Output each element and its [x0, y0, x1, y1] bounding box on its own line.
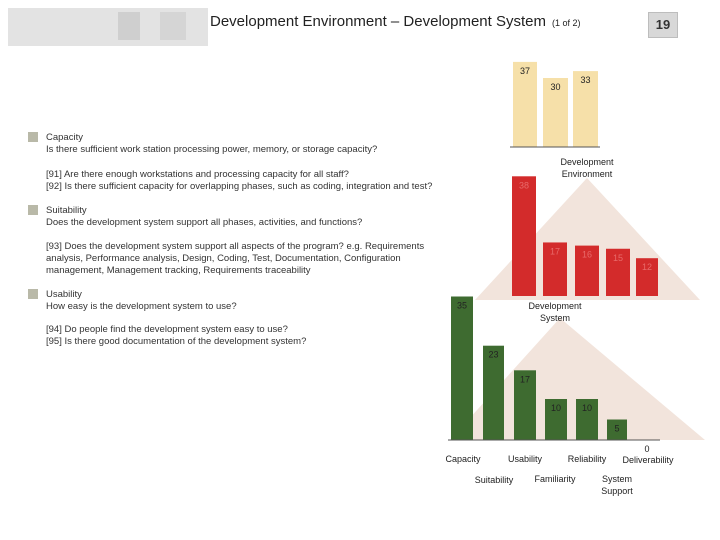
bullet-icon — [28, 205, 38, 215]
category-label: Capacity — [445, 454, 481, 464]
question-block: [93] Does the development system support… — [46, 241, 424, 277]
group-label-environment: Environment — [562, 169, 613, 179]
section-usability: Usability How easy is the development sy… — [28, 289, 448, 313]
bar-value-label: 23 — [488, 350, 498, 360]
group-label-environment: Development — [560, 157, 614, 167]
bar-environment — [513, 61, 537, 147]
bar-value-label: 17 — [550, 246, 560, 256]
bar-attribute — [576, 399, 598, 440]
bar-attribute — [514, 370, 536, 440]
section-heading: Suitability — [46, 205, 87, 216]
question-item: [93] Does the development system support… — [46, 241, 425, 252]
bar-value-label: 5 — [614, 424, 619, 434]
category-label: Usability — [508, 454, 543, 464]
bar-value-label: 33 — [580, 75, 590, 85]
bar-environment — [543, 78, 568, 147]
section-heading: Usability — [46, 289, 82, 300]
bar-attribute — [483, 345, 504, 440]
group-label-system: Development — [528, 301, 582, 311]
bar-value-label: 15 — [613, 253, 623, 263]
section-question: Does the development system support all … — [46, 217, 363, 228]
bar-value-label: 10 — [582, 403, 592, 413]
category-label: Familiarity — [534, 474, 576, 484]
bar-environment — [573, 71, 598, 147]
bar-attribute — [451, 296, 473, 440]
slide-number: 19 — [648, 12, 678, 38]
question-item: [94] Do people find the development syst… — [46, 324, 288, 335]
section-question: Is there sufficient work station process… — [46, 144, 378, 155]
bar-value-label: 30 — [550, 82, 560, 92]
question-block: [91] Are there enough workstations and p… — [46, 169, 432, 193]
bullet-icon — [28, 289, 38, 299]
question-item: analysis, Performance analysis, Design, … — [46, 253, 401, 264]
bar-attribute — [607, 419, 627, 440]
bar-system — [575, 245, 599, 296]
section-suitability: Suitability Does the development system … — [28, 205, 448, 229]
bar-system — [636, 258, 658, 296]
bullet-icon — [28, 132, 38, 142]
bar-system — [543, 242, 567, 296]
section-capacity: Capacity Is there sufficient work statio… — [28, 132, 448, 156]
question-block: [94] Do people find the development syst… — [46, 324, 306, 348]
bar-value-label: 38 — [519, 180, 529, 190]
category-label: Suitability — [475, 475, 514, 485]
bar-system — [606, 248, 630, 296]
bar-value-label: 0 — [644, 444, 649, 454]
question-item: [91] Are there enough workstations and p… — [46, 169, 349, 180]
bar-value-label: 35 — [457, 301, 467, 311]
category-label: Deliverability — [622, 455, 674, 465]
category-label: Reliability — [568, 454, 607, 464]
bar-value-label: 16 — [582, 250, 592, 260]
header-decoration-block — [118, 12, 140, 40]
header-decoration-block — [160, 12, 186, 40]
question-item: [92] Is there sufficient capacity for ov… — [46, 181, 433, 192]
question-item: management, Management tracking, Require… — [46, 265, 311, 276]
group-label-system: System — [540, 313, 570, 323]
category-label: System — [602, 474, 632, 484]
category-label: Support — [601, 486, 633, 496]
bar-value-label: 17 — [520, 374, 530, 384]
page-indicator: (1 of 2) — [552, 18, 581, 28]
slide-title: Development Environment – Development Sy… — [210, 13, 581, 30]
section-question: How easy is the development system to us… — [46, 301, 237, 312]
bar-value-label: 37 — [520, 66, 530, 76]
triangle-lower — [450, 318, 705, 440]
section-heading: Capacity — [46, 132, 83, 143]
slide-title-text: Development Environment – Development Sy… — [210, 13, 546, 30]
bar-value-label: 10 — [551, 403, 561, 413]
bar-system — [512, 176, 536, 296]
bar-attribute — [545, 399, 567, 440]
question-item: [95] Is there good documentation of the … — [46, 336, 307, 347]
bar-value-label: 12 — [642, 262, 652, 272]
